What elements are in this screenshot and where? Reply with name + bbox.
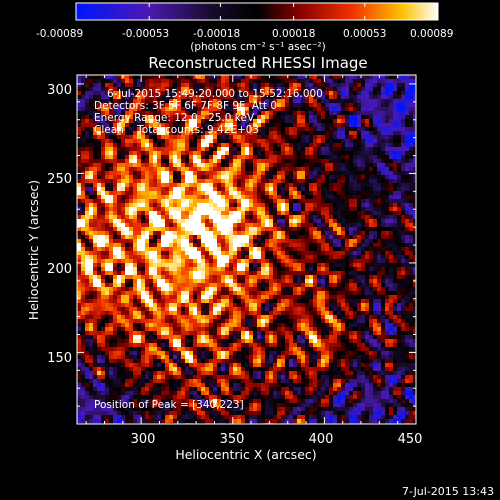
colorbar-tick-marks xyxy=(75,3,439,20)
colorbar-tick-label: -0.00089 xyxy=(36,28,83,40)
x-tick-label: 350 xyxy=(220,432,245,447)
x-tick-label: 400 xyxy=(309,432,334,447)
colorbar-tick-label: 0.00018 xyxy=(272,28,315,40)
colorbar-units-label: (photons cm⁻² s⁻¹ asec⁻²) xyxy=(190,41,325,53)
footer-timestamp: 7-Jul-2015 13:43 xyxy=(402,485,494,498)
y-tick-label: 250 xyxy=(47,172,72,187)
peak-position-annotation: Position of Peak = [340,223] xyxy=(94,399,244,411)
y-tick-label: 150 xyxy=(47,351,72,366)
chart-title: Reconstructed RHESSI Image xyxy=(148,54,367,72)
x-tick-label: 300 xyxy=(131,432,156,447)
plot-frame xyxy=(76,74,417,425)
y-axis-label: Heliocentric Y (arcsec) xyxy=(26,180,41,320)
axis-tick-marks xyxy=(77,75,417,425)
detectors-annotation: Detectors: 3F 5F 6F 7F 8F 9F, Att 0 xyxy=(94,100,277,112)
x-tick-label: 450 xyxy=(398,432,423,447)
heatmap-image xyxy=(77,75,416,424)
x-axis-label: Heliocentric X (arcsec) xyxy=(175,447,316,462)
energy-range-annotation: Energy Range: 12.0 - 25.0 keV xyxy=(94,112,255,124)
clean-counts-annotation: Clean Total counts: 9.42E+03 xyxy=(94,124,259,136)
colorbar-gradient xyxy=(75,2,439,21)
colorbar-tick-label: -0.00018 xyxy=(193,28,240,40)
colorbar-tick-label: 0.00089 xyxy=(410,28,453,40)
time-range-annotation: 6-Jul-2015 15:49:20.000 to 15:52:16.000 xyxy=(107,88,323,100)
y-tick-label: 200 xyxy=(47,262,72,277)
colorbar-tick-label: -0.00053 xyxy=(122,28,169,40)
colorbar-tick-label: 0.00053 xyxy=(343,28,386,40)
y-tick-label: 300 xyxy=(47,83,72,98)
colorbar: -0.00089 -0.00053 -0.00018 0.00018 0.000… xyxy=(36,2,453,53)
